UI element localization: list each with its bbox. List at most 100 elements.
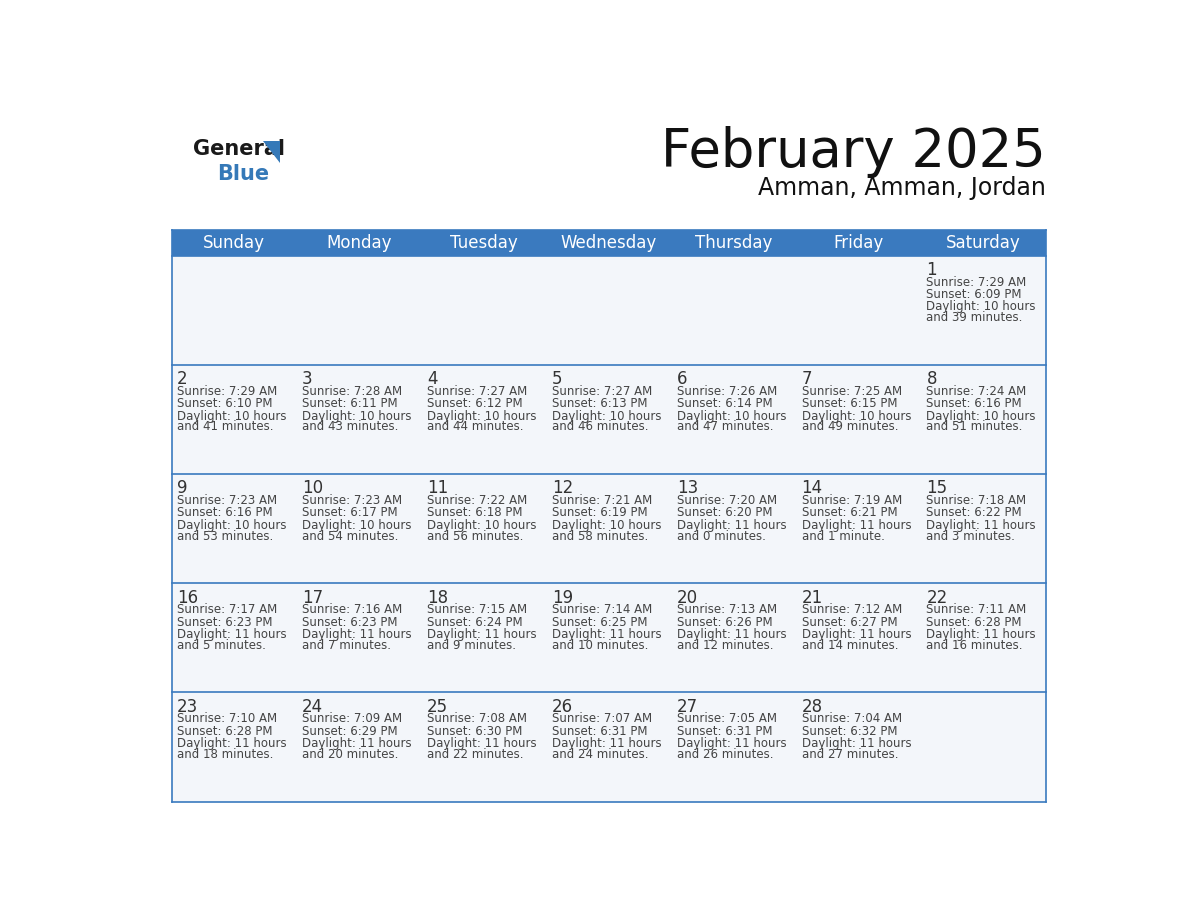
Text: and 5 minutes.: and 5 minutes. [177,639,266,652]
Text: Sunset: 6:23 PM: Sunset: 6:23 PM [302,616,398,629]
Text: 14: 14 [802,479,823,498]
Text: 4: 4 [426,370,437,388]
Text: 12: 12 [552,479,573,498]
Text: 17: 17 [302,588,323,607]
Text: Sunset: 6:10 PM: Sunset: 6:10 PM [177,397,273,410]
Text: and 56 minutes.: and 56 minutes. [426,530,524,543]
Text: and 41 minutes.: and 41 minutes. [177,420,273,433]
Text: and 44 minutes.: and 44 minutes. [426,420,524,433]
Bar [172,364,1045,474]
Text: and 53 minutes.: and 53 minutes. [177,530,273,543]
Text: Sunset: 6:30 PM: Sunset: 6:30 PM [426,725,523,738]
Text: and 43 minutes.: and 43 minutes. [302,420,398,433]
Text: and 7 minutes.: and 7 minutes. [302,639,391,652]
Text: Sunrise: 7:27 AM: Sunrise: 7:27 AM [426,385,527,397]
Text: Daylight: 11 hours: Daylight: 11 hours [302,737,412,750]
Text: 13: 13 [677,479,699,498]
Text: Sunrise: 7:11 AM: Sunrise: 7:11 AM [927,603,1026,616]
Text: Daylight: 10 hours: Daylight: 10 hours [177,409,286,422]
Text: Daylight: 10 hours: Daylight: 10 hours [302,519,411,532]
Text: February 2025: February 2025 [662,126,1045,177]
Text: Daylight: 11 hours: Daylight: 11 hours [677,628,786,641]
Text: 18: 18 [426,588,448,607]
Text: Sunset: 6:28 PM: Sunset: 6:28 PM [177,725,273,738]
Text: Sunset: 6:27 PM: Sunset: 6:27 PM [802,616,897,629]
Text: and 22 minutes.: and 22 minutes. [426,748,524,761]
Text: Sunrise: 7:13 AM: Sunrise: 7:13 AM [677,603,777,616]
Text: Daylight: 11 hours: Daylight: 11 hours [177,737,286,750]
Text: Sunrise: 7:18 AM: Sunrise: 7:18 AM [927,494,1026,507]
Text: 9: 9 [177,479,188,498]
Text: 27: 27 [677,698,697,716]
Text: Sunset: 6:28 PM: Sunset: 6:28 PM [927,616,1022,629]
Text: Sunrise: 7:19 AM: Sunrise: 7:19 AM [802,494,902,507]
Text: Daylight: 11 hours: Daylight: 11 hours [426,628,537,641]
Text: Sunrise: 7:16 AM: Sunrise: 7:16 AM [302,603,403,616]
Text: Daylight: 10 hours: Daylight: 10 hours [677,409,786,422]
Text: 19: 19 [552,588,573,607]
Text: Sunrise: 7:20 AM: Sunrise: 7:20 AM [677,494,777,507]
Text: General: General [194,140,285,160]
Text: Sunrise: 7:15 AM: Sunrise: 7:15 AM [426,603,527,616]
Text: Wednesday: Wednesday [561,233,657,252]
Text: Sunset: 6:15 PM: Sunset: 6:15 PM [802,397,897,410]
Text: Sunset: 6:20 PM: Sunset: 6:20 PM [677,507,772,520]
Text: Daylight: 11 hours: Daylight: 11 hours [677,737,786,750]
Text: 6: 6 [677,370,687,388]
Text: 3: 3 [302,370,312,388]
Text: and 51 minutes.: and 51 minutes. [927,420,1023,433]
Text: 23: 23 [177,698,198,716]
Text: Sunset: 6:32 PM: Sunset: 6:32 PM [802,725,897,738]
Text: Daylight: 11 hours: Daylight: 11 hours [426,737,537,750]
Text: Sunset: 6:13 PM: Sunset: 6:13 PM [552,397,647,410]
Text: Daylight: 11 hours: Daylight: 11 hours [552,737,662,750]
Text: Sunset: 6:14 PM: Sunset: 6:14 PM [677,397,772,410]
Text: Saturday: Saturday [946,233,1020,252]
Text: and 20 minutes.: and 20 minutes. [302,748,398,761]
Text: Sunset: 6:21 PM: Sunset: 6:21 PM [802,507,897,520]
Text: 10: 10 [302,479,323,498]
Text: Daylight: 10 hours: Daylight: 10 hours [927,409,1036,422]
Text: Sunday: Sunday [203,233,265,252]
Text: Daylight: 10 hours: Daylight: 10 hours [302,409,411,422]
Text: 25: 25 [426,698,448,716]
Text: Sunrise: 7:27 AM: Sunrise: 7:27 AM [552,385,652,397]
Text: Sunrise: 7:29 AM: Sunrise: 7:29 AM [927,275,1026,288]
Text: Sunrise: 7:29 AM: Sunrise: 7:29 AM [177,385,278,397]
Text: Daylight: 10 hours: Daylight: 10 hours [552,409,662,422]
Text: Sunset: 6:16 PM: Sunset: 6:16 PM [177,507,273,520]
Text: Sunset: 6:11 PM: Sunset: 6:11 PM [302,397,398,410]
Text: 8: 8 [927,370,937,388]
Text: Blue: Blue [216,164,268,185]
Text: 22: 22 [927,588,948,607]
Text: Sunrise: 7:12 AM: Sunrise: 7:12 AM [802,603,902,616]
Text: and 49 minutes.: and 49 minutes. [802,420,898,433]
Text: 15: 15 [927,479,948,498]
Text: Sunset: 6:09 PM: Sunset: 6:09 PM [927,288,1022,301]
Text: 11: 11 [426,479,448,498]
Text: Sunrise: 7:26 AM: Sunrise: 7:26 AM [677,385,777,397]
Text: 2: 2 [177,370,188,388]
Text: 28: 28 [802,698,823,716]
Text: and 18 minutes.: and 18 minutes. [177,748,273,761]
Text: and 3 minutes.: and 3 minutes. [927,530,1016,543]
Text: Daylight: 11 hours: Daylight: 11 hours [802,519,911,532]
Text: Sunrise: 7:24 AM: Sunrise: 7:24 AM [927,385,1026,397]
Text: Amman, Amman, Jordan: Amman, Amman, Jordan [758,175,1045,199]
Text: and 46 minutes.: and 46 minutes. [552,420,649,433]
Text: and 14 minutes.: and 14 minutes. [802,639,898,652]
Text: Daylight: 10 hours: Daylight: 10 hours [802,409,911,422]
Text: Daylight: 11 hours: Daylight: 11 hours [802,628,911,641]
Text: Sunrise: 7:22 AM: Sunrise: 7:22 AM [426,494,527,507]
Text: Daylight: 10 hours: Daylight: 10 hours [426,519,537,532]
Text: Sunset: 6:24 PM: Sunset: 6:24 PM [426,616,523,629]
Text: and 54 minutes.: and 54 minutes. [302,530,398,543]
Text: 26: 26 [552,698,573,716]
Text: Sunrise: 7:08 AM: Sunrise: 7:08 AM [426,712,527,725]
Text: Sunset: 6:31 PM: Sunset: 6:31 PM [677,725,772,738]
Text: Monday: Monday [327,233,392,252]
Text: Tuesday: Tuesday [450,233,518,252]
Text: Sunrise: 7:14 AM: Sunrise: 7:14 AM [552,603,652,616]
Text: Sunrise: 7:07 AM: Sunrise: 7:07 AM [552,712,652,725]
Bar [172,230,1045,256]
